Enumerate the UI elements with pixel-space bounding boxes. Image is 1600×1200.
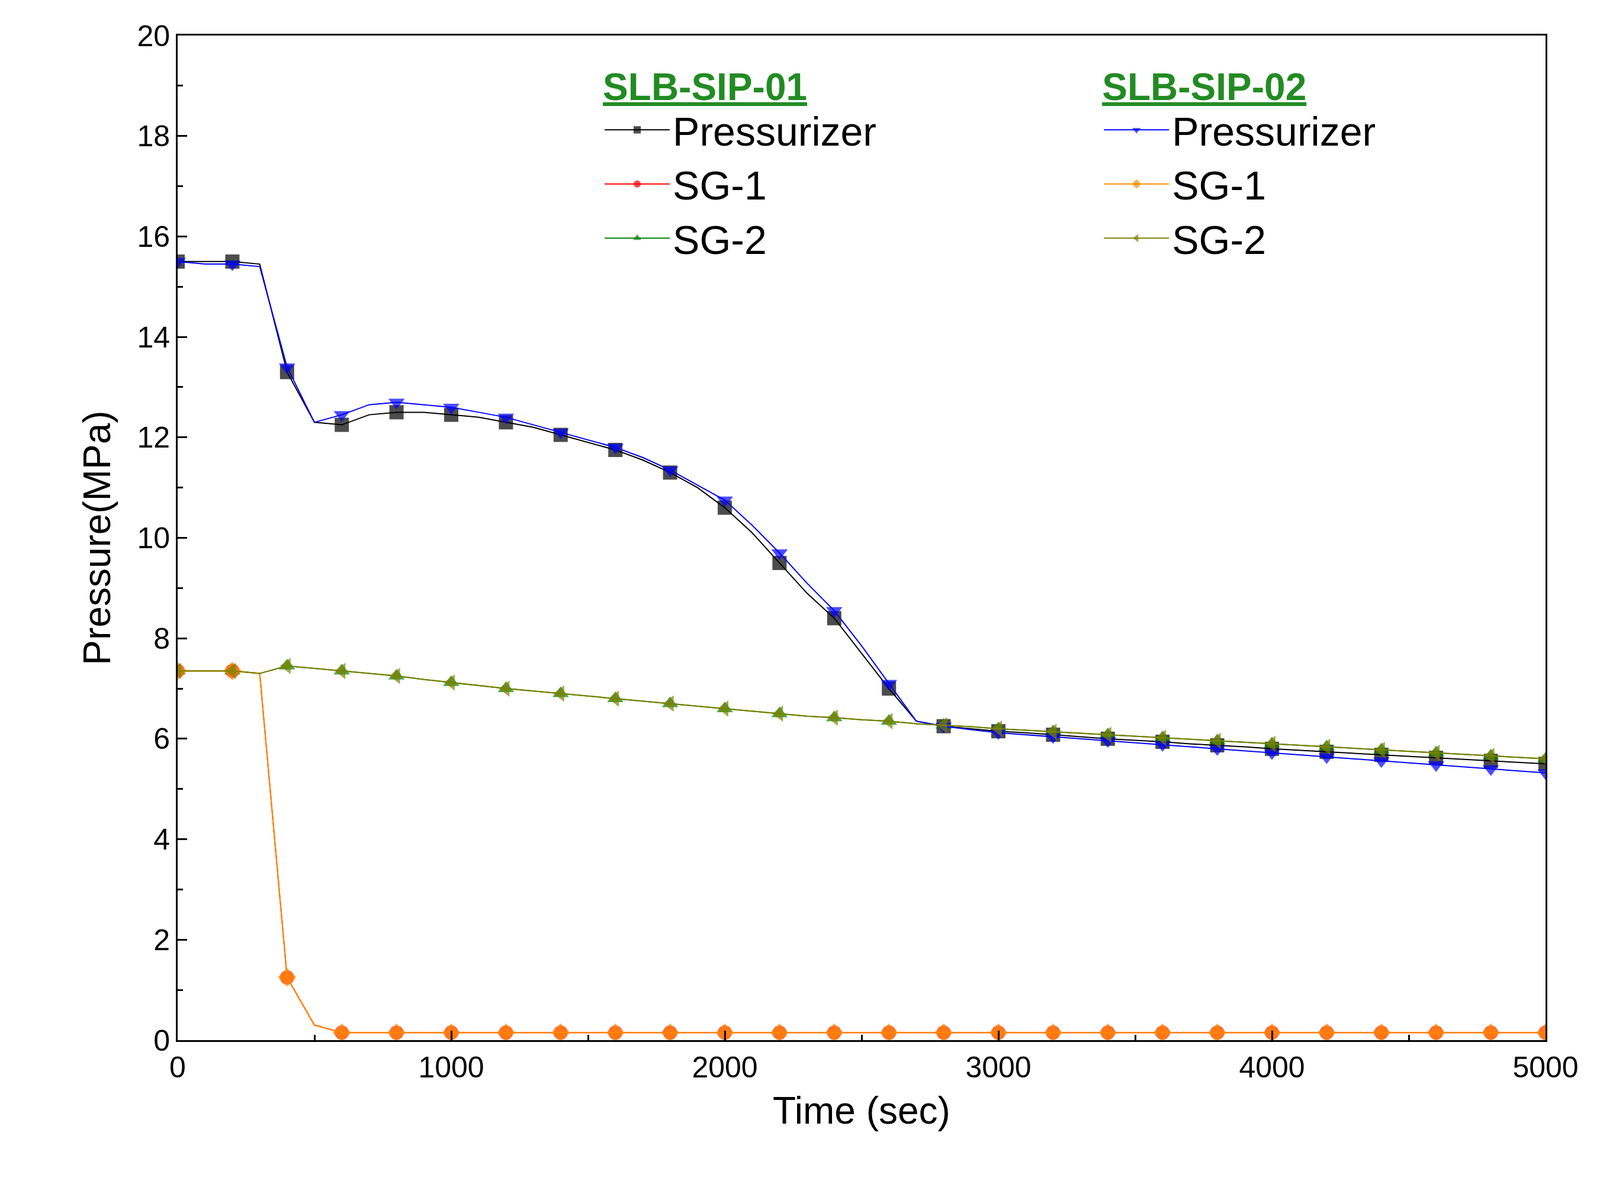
svg-text:SG-2: SG-2 bbox=[1171, 217, 1267, 263]
svg-text:18: 18 bbox=[136, 119, 170, 153]
svg-text:Pressure(MPa): Pressure(MPa) bbox=[75, 410, 119, 665]
svg-text:3000: 3000 bbox=[965, 1051, 1031, 1085]
svg-text:Pressurizer: Pressurizer bbox=[672, 108, 877, 154]
svg-text:8: 8 bbox=[153, 622, 170, 656]
svg-text:2: 2 bbox=[153, 923, 170, 957]
svg-text:2000: 2000 bbox=[691, 1051, 758, 1085]
svg-text:SG-1: SG-1 bbox=[1171, 162, 1267, 208]
svg-text:5000: 5000 bbox=[1512, 1051, 1579, 1085]
svg-text:SG-2: SG-2 bbox=[672, 217, 767, 263]
svg-text:Time (sec): Time (sec) bbox=[772, 1089, 951, 1133]
svg-text:6: 6 bbox=[153, 722, 170, 756]
svg-text:1000: 1000 bbox=[418, 1051, 484, 1085]
svg-text:10: 10 bbox=[136, 521, 170, 555]
svg-text:SLB-SIP-01: SLB-SIP-01 bbox=[602, 65, 808, 109]
svg-text:Pressurizer: Pressurizer bbox=[1171, 108, 1376, 154]
svg-text:SLB-SIP-02: SLB-SIP-02 bbox=[1101, 65, 1307, 109]
svg-text:20: 20 bbox=[136, 19, 170, 53]
svg-text:14: 14 bbox=[136, 320, 170, 355]
svg-text:12: 12 bbox=[136, 421, 170, 455]
svg-text:4000: 4000 bbox=[1238, 1051, 1305, 1085]
svg-text:4: 4 bbox=[153, 823, 170, 857]
svg-text:16: 16 bbox=[136, 220, 170, 254]
svg-text:0: 0 bbox=[169, 1051, 186, 1085]
svg-text:0: 0 bbox=[153, 1024, 170, 1058]
svg-text:SG-1: SG-1 bbox=[672, 162, 767, 208]
